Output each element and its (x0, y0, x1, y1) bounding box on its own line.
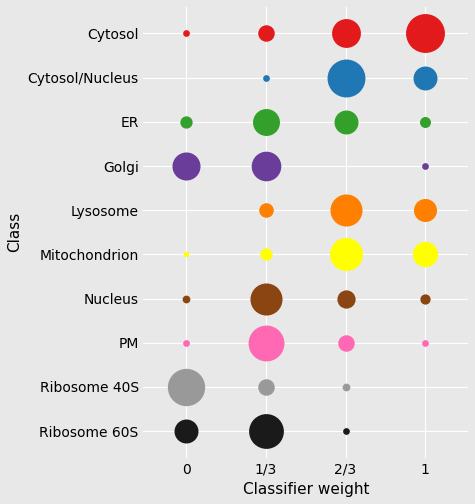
Point (262, 250, 270, 259)
Point (342, 206, 349, 214)
Point (183, 383, 190, 391)
Point (262, 294, 270, 302)
Point (262, 427, 270, 435)
Point (183, 250, 190, 259)
Point (183, 427, 190, 435)
X-axis label: Classifier weight: Classifier weight (243, 482, 369, 497)
Point (262, 383, 270, 391)
Point (262, 339, 270, 347)
Point (421, 206, 429, 214)
Point (262, 29, 270, 37)
Point (421, 294, 429, 302)
Point (342, 294, 349, 302)
Point (421, 339, 429, 347)
Point (342, 29, 349, 37)
Point (183, 29, 190, 37)
Point (262, 74, 270, 82)
Point (421, 29, 429, 37)
Point (262, 206, 270, 214)
Point (342, 427, 349, 435)
Point (262, 118, 270, 126)
Point (342, 74, 349, 82)
Point (421, 250, 429, 259)
Point (342, 250, 349, 259)
Point (421, 74, 429, 82)
Point (183, 118, 190, 126)
Point (262, 162, 270, 170)
Point (421, 162, 429, 170)
Point (342, 339, 349, 347)
Point (183, 294, 190, 302)
Point (183, 339, 190, 347)
Point (342, 383, 349, 391)
Y-axis label: Class: Class (7, 212, 22, 253)
Point (342, 118, 349, 126)
Point (183, 162, 190, 170)
Point (421, 118, 429, 126)
